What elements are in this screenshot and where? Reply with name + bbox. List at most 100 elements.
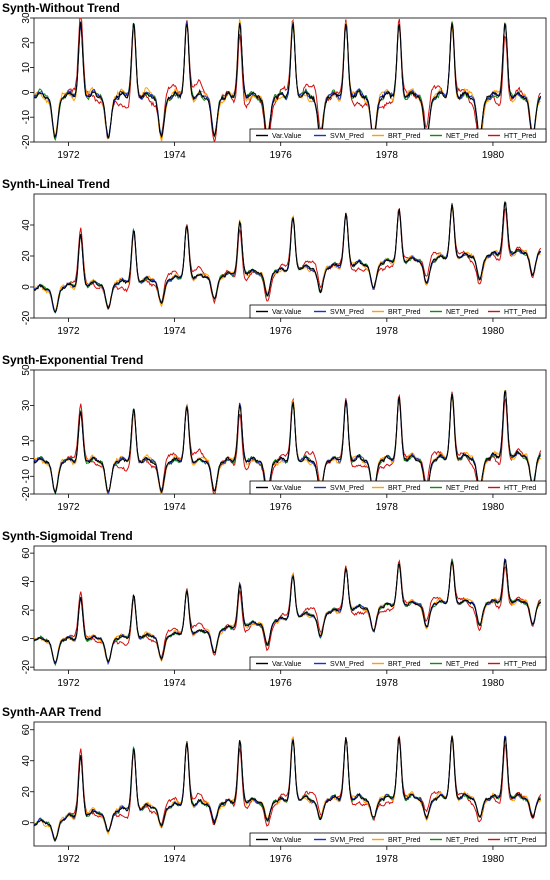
x-tick-label: 1972: [57, 150, 80, 161]
series-brt-pred: [33, 389, 542, 496]
x-tick-label: 1978: [376, 502, 399, 513]
legend-box: [249, 480, 547, 495]
series-htt-pred: [63, 17, 541, 143]
x-tick-label: 1978: [376, 150, 399, 161]
chart-title: Synth-Exponential Trend: [2, 353, 143, 367]
x-tick-label: 1972: [57, 502, 80, 513]
x-tick-label: 1980: [482, 326, 505, 337]
series-var-value: [33, 736, 542, 841]
x-tick-label: 1980: [482, 502, 505, 513]
x-tick-label: 1976: [270, 150, 293, 161]
y-tick-label: 20: [21, 786, 32, 798]
y-tick-label: 0: [21, 820, 32, 826]
x-tick-label: 1972: [57, 326, 80, 337]
chart-title: Synth-Without Trend: [2, 1, 120, 15]
y-tick-label: 0: [21, 455, 32, 461]
chart-title: Synth-Sigmoidal Trend: [2, 529, 133, 543]
y-tick-label: 40: [21, 576, 32, 588]
series-net-pred: [33, 201, 541, 313]
series-htt-pred: [63, 735, 542, 833]
x-tick-label: 1980: [482, 150, 505, 161]
legend-label: BRT_Pred: [388, 133, 421, 140]
y-tick-label: 20: [21, 250, 32, 262]
chart-1: Synth-Without Trend -20 -10 0 10 20 30 1972 1974…: [2, 1, 547, 161]
y-tick-label: 10: [21, 435, 32, 447]
y-tick-label: 50: [21, 364, 32, 376]
series-brt-pred: [33, 200, 541, 313]
series-var-value: [33, 391, 541, 495]
series-var-value: [33, 202, 541, 313]
y-tick-label: 0: [21, 89, 32, 95]
y-tick-label: -20: [21, 659, 32, 674]
y-tick-label: -20: [21, 310, 32, 325]
chart-3: Synth-Exponential Trend -20 -10 0 10 30 50 1972…: [2, 353, 547, 513]
legend-label: SVM_Pred: [330, 837, 364, 844]
y-tick-label: -20: [21, 486, 32, 501]
y-tick-label: -10: [21, 110, 32, 125]
x-tick-label: 1980: [482, 678, 505, 689]
x-tick-label: 1978: [376, 854, 399, 865]
x-tick-label: 1974: [163, 502, 186, 513]
y-tick-label: 20: [21, 604, 32, 616]
legend-label: SVM_Pred: [330, 661, 364, 668]
series-var-value: [33, 559, 542, 664]
x-tick-label: 1978: [376, 678, 399, 689]
y-tick-label: 0: [21, 284, 32, 290]
legend-label: Var.Value: [272, 661, 301, 668]
x-tick-label: 1978: [376, 326, 399, 337]
chart-2: Synth-Lineal Trend -20 0 20 40 1972 1974 1976 19…: [2, 177, 547, 337]
legend-box: [249, 656, 547, 671]
x-tick-label: 1974: [163, 854, 186, 865]
legend-label: Var.Value: [272, 485, 301, 492]
y-tick-label: 0: [21, 635, 32, 641]
series-net-pred: [33, 389, 542, 495]
legend-label: Var.Value: [272, 837, 301, 844]
x-tick-label: 1974: [163, 678, 186, 689]
legend-box: [249, 128, 547, 143]
legend-label: NET_Pred: [446, 837, 479, 844]
series-svm-pred: [33, 201, 542, 314]
legend-label: HTT_Pred: [504, 309, 536, 316]
legend-box: [249, 304, 547, 319]
legend-label: NET_Pred: [446, 133, 479, 140]
y-tick-label: 60: [21, 547, 32, 559]
x-tick-label: 1974: [163, 150, 186, 161]
legend-label: NET_Pred: [446, 485, 479, 492]
legend-label: Var.Value: [272, 309, 301, 316]
legend-label: HTT_Pred: [504, 485, 536, 492]
y-tick-label: 40: [21, 219, 32, 231]
x-tick-label: 1974: [163, 326, 186, 337]
y-tick-label: -10: [21, 469, 32, 484]
series-brt-pred: [33, 19, 541, 143]
y-tick-label: 30: [21, 12, 32, 24]
x-tick-label: 1976: [270, 502, 293, 513]
y-tick-label: 30: [21, 399, 32, 411]
series-net-pred: [33, 558, 542, 667]
legend-label: BRT_Pred: [388, 309, 421, 316]
x-tick-label: 1972: [57, 854, 80, 865]
series-brt-pred: [33, 559, 541, 665]
series-svm-pred: [33, 558, 541, 666]
x-tick-label: 1976: [270, 854, 293, 865]
legend-label: HTT_Pred: [504, 837, 536, 844]
legend-label: Var.Value: [272, 133, 301, 140]
legend-label: NET_Pred: [446, 661, 479, 668]
series-htt-pred: [63, 391, 542, 495]
chart-4: Synth-Sigmoidal Trend -20 0 20 40 60 1972 1974 1…: [2, 529, 547, 689]
chart-title: Synth-Lineal Trend: [2, 177, 110, 191]
legend-label: HTT_Pred: [504, 661, 536, 668]
legend-label: SVM_Pred: [330, 309, 364, 316]
y-tick-label: 20: [21, 37, 32, 49]
series-svm-pred: [33, 21, 542, 140]
series-brt-pred: [33, 736, 542, 842]
x-tick-label: 1972: [57, 678, 80, 689]
legend-label: SVM_Pred: [330, 133, 364, 140]
series-net-pred: [33, 20, 541, 142]
y-tick-label: -20: [21, 134, 32, 149]
series-svm-pred: [33, 389, 541, 496]
y-tick-label: 10: [21, 62, 32, 74]
legend-label: BRT_Pred: [388, 485, 421, 492]
x-tick-label: 1980: [482, 854, 505, 865]
chart-5: Synth-AAR Trend 0 20 40 60 1972 1974 1976 1978 19…: [2, 705, 547, 865]
